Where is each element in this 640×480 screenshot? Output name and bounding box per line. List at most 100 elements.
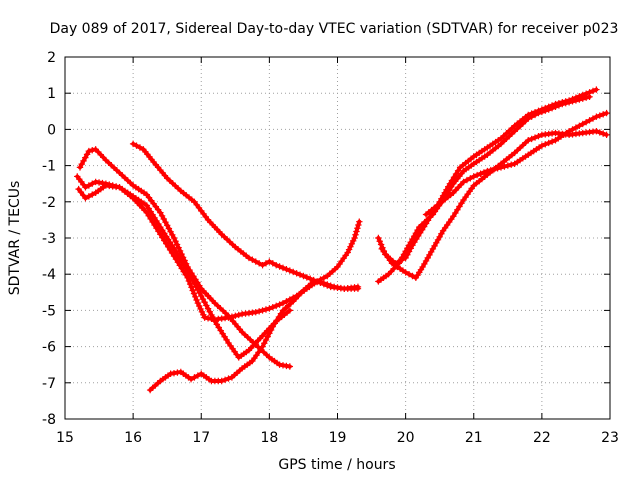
data-point-marker xyxy=(192,293,199,301)
data-point-marker xyxy=(548,104,556,112)
data-point-marker xyxy=(593,86,600,93)
data-point-marker xyxy=(204,315,212,322)
x-tick-label: 16 xyxy=(124,430,142,446)
series-layer xyxy=(74,86,610,394)
data-point-marker xyxy=(266,258,273,265)
data-point-marker xyxy=(603,109,610,117)
data-point-marker xyxy=(353,228,360,235)
data-point-marker xyxy=(565,128,573,135)
x-tick-label: 15 xyxy=(56,430,74,446)
data-point-marker xyxy=(596,129,603,136)
grid-lines xyxy=(65,57,610,419)
data-point-marker xyxy=(272,261,280,269)
data-point-marker xyxy=(458,200,465,207)
chart-title: Day 089 of 2017, Sidereal Day-to-day VTE… xyxy=(50,21,619,37)
data-point-marker xyxy=(352,231,359,238)
data-point-marker xyxy=(266,305,273,312)
data-point-marker xyxy=(172,238,179,245)
data-point-marker xyxy=(262,336,270,344)
data-point-marker xyxy=(78,160,85,168)
data-point-marker xyxy=(259,261,266,269)
data-point-marker xyxy=(576,122,583,129)
data-point-marker xyxy=(589,115,597,122)
data-point-marker xyxy=(188,284,195,291)
data-point-marker xyxy=(225,314,232,321)
data-point-marker xyxy=(531,134,539,141)
data-point-marker xyxy=(82,154,89,161)
data-point-marker xyxy=(89,180,96,187)
data-point-marker xyxy=(266,330,273,337)
data-point-marker xyxy=(531,111,539,119)
data-point-marker xyxy=(504,162,512,169)
data-point-marker xyxy=(283,298,290,305)
data-point-marker xyxy=(184,274,191,282)
data-point-marker xyxy=(538,108,546,116)
data-point-marker xyxy=(317,279,324,286)
x-tick-label: 20 xyxy=(397,430,415,446)
data-point-marker xyxy=(269,304,276,311)
data-point-marker xyxy=(548,138,556,145)
data-point-marker xyxy=(582,118,590,126)
data-point-marker xyxy=(497,164,505,171)
data-point-marker xyxy=(535,109,542,117)
data-point-marker xyxy=(136,144,144,151)
data-point-marker xyxy=(375,234,382,242)
data-point-marker xyxy=(196,302,203,310)
data-point-marker xyxy=(586,93,593,101)
data-point-marker xyxy=(351,234,358,242)
series-track-a xyxy=(76,146,294,370)
data-point-marker xyxy=(92,178,99,186)
data-point-marker xyxy=(480,169,488,176)
data-point-marker xyxy=(264,333,271,340)
data-point-marker xyxy=(450,213,457,220)
data-point-marker xyxy=(296,271,304,278)
data-point-marker xyxy=(525,137,532,144)
data-point-marker xyxy=(259,343,266,350)
data-point-marker xyxy=(277,310,285,317)
data-point-marker xyxy=(276,263,283,270)
data-point-marker xyxy=(327,282,334,289)
data-point-marker xyxy=(545,139,552,147)
x-tick-label: 21 xyxy=(465,430,483,446)
data-point-marker xyxy=(189,287,196,294)
data-point-marker xyxy=(552,103,559,110)
data-point-marker xyxy=(283,266,290,273)
data-point-marker xyxy=(460,178,467,186)
data-point-marker xyxy=(175,244,182,251)
data-point-marker xyxy=(252,258,259,265)
y-tick-label: -6 xyxy=(42,340,56,356)
data-point-marker xyxy=(589,87,597,95)
data-point-marker xyxy=(286,267,294,274)
data-point-marker xyxy=(89,147,96,154)
data-point-marker xyxy=(599,130,607,137)
data-point-marker xyxy=(354,285,362,292)
data-point-marker xyxy=(267,326,275,334)
data-point-marker xyxy=(85,147,93,155)
data-point-marker xyxy=(484,167,491,175)
data-point-marker xyxy=(508,161,515,168)
data-point-marker xyxy=(565,99,573,106)
data-point-marker xyxy=(176,247,184,255)
data-point-marker xyxy=(255,260,263,267)
data-point-marker xyxy=(538,142,546,149)
data-point-marker xyxy=(356,218,363,225)
data-point-marker xyxy=(279,362,287,369)
data-point-marker xyxy=(377,241,385,248)
data-point-marker xyxy=(345,246,353,253)
data-point-marker xyxy=(194,299,202,307)
y-tick-label: 0 xyxy=(47,122,56,138)
data-point-marker xyxy=(542,141,549,148)
data-point-marker xyxy=(542,107,549,114)
data-point-marker xyxy=(448,183,455,191)
data-point-marker xyxy=(235,311,242,319)
data-point-marker xyxy=(293,270,300,277)
data-point-marker xyxy=(271,320,279,327)
x-tick-label: 23 xyxy=(601,430,619,446)
data-point-marker xyxy=(83,151,91,158)
y-tick-label: -7 xyxy=(42,376,56,392)
data-point-marker xyxy=(494,165,501,172)
series-track-e xyxy=(146,278,362,394)
data-point-marker xyxy=(569,126,576,133)
data-point-marker xyxy=(80,157,87,165)
